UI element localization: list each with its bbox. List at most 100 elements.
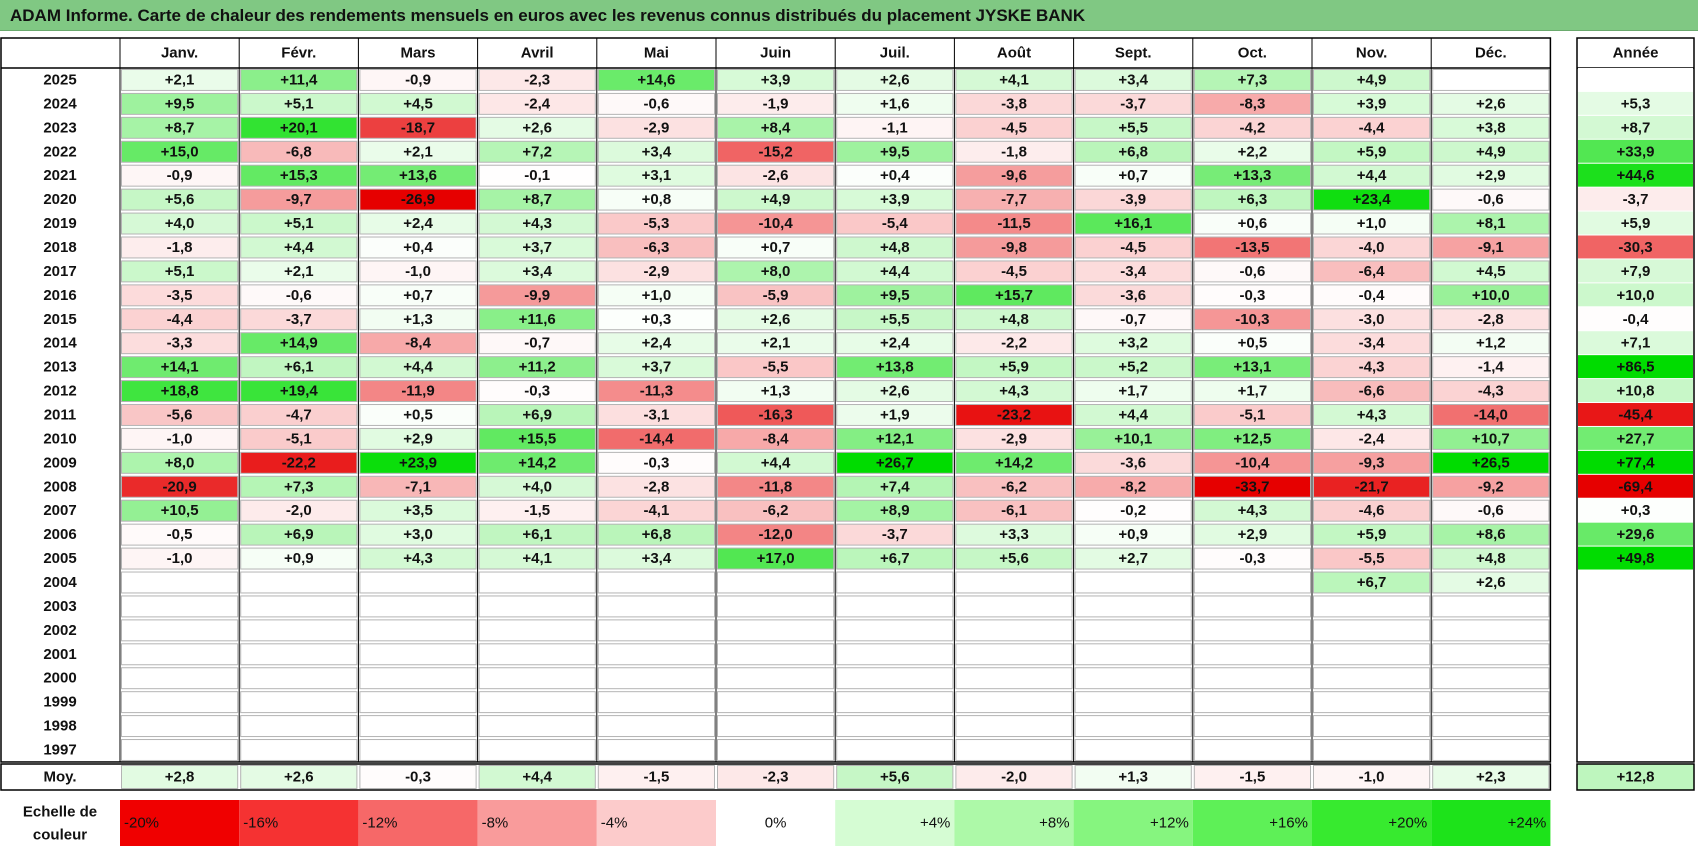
heat-cell <box>836 475 954 498</box>
cell-value: +4,3 <box>1238 502 1268 519</box>
cell-value: -3,5 <box>167 287 193 304</box>
average-value: -1,5 <box>643 769 669 786</box>
cell-value: -21,7 <box>1354 478 1388 495</box>
heat-cell <box>597 667 715 690</box>
heat-cell <box>955 236 1073 259</box>
cell-value: -3,8 <box>1001 95 1027 112</box>
cell-value: -1,8 <box>1001 143 1027 160</box>
heat-cell <box>836 427 954 450</box>
heat-cell <box>359 451 477 474</box>
annual-cell <box>1578 594 1693 618</box>
annual-cell <box>1578 211 1693 235</box>
cell-value: -22,2 <box>282 454 316 471</box>
cell-value: +15,0 <box>161 143 199 160</box>
cell-value: +4,1 <box>522 550 552 567</box>
scale-stop-label: +16% <box>1269 815 1308 832</box>
heat-cell <box>240 427 358 450</box>
cell-value: +1,9 <box>880 406 910 423</box>
cell-value: -4,1 <box>643 502 669 519</box>
average-frame <box>0 763 1552 791</box>
heat-cell <box>1432 427 1550 450</box>
heat-cell <box>359 212 477 235</box>
heat-cell <box>717 739 835 761</box>
heat-cell <box>717 691 835 714</box>
heat-cell <box>240 715 358 738</box>
heat-cell <box>240 619 358 642</box>
heat-cell <box>1193 140 1312 163</box>
heat-cell <box>1313 523 1431 546</box>
heat-cell <box>359 164 477 187</box>
cell-value: -14,4 <box>639 430 674 447</box>
cell-value: +0,6 <box>1238 215 1268 232</box>
heat-cell <box>717 499 835 522</box>
cell-value: +4,9 <box>1357 71 1387 88</box>
heat-cell <box>717 116 835 139</box>
annual-value: -30,3 <box>1618 239 1652 256</box>
year-label: 2006 <box>43 526 76 543</box>
cell-value: +4,4 <box>403 359 433 376</box>
heat-cell <box>717 260 835 283</box>
cell-value: -1,5 <box>524 502 550 519</box>
heat-cell <box>1432 499 1550 522</box>
annual-cell <box>1578 331 1693 355</box>
cell-value: +2,6 <box>880 71 910 88</box>
cell-value: +14,1 <box>161 359 199 376</box>
heat-cell <box>240 451 358 474</box>
cell-value: -11,8 <box>759 478 792 495</box>
heat-cell <box>836 595 954 618</box>
year-label: 2005 <box>43 550 76 567</box>
heat-cell <box>597 595 715 618</box>
scale-swatch <box>835 800 955 846</box>
heat-cell <box>478 260 596 283</box>
cell-value: +18,8 <box>161 383 199 400</box>
heat-cell <box>717 212 835 235</box>
heat-cell <box>1313 332 1431 355</box>
heat-cell <box>597 619 715 642</box>
heat-cell <box>955 571 1073 594</box>
annual-value: -45,4 <box>1618 406 1653 423</box>
average-cell <box>359 765 477 789</box>
heat-cell <box>1074 140 1192 163</box>
heat-cell <box>478 595 596 618</box>
month-header: Janv. <box>161 45 198 62</box>
annual-cell <box>1578 666 1693 690</box>
scale-swatch <box>358 800 478 846</box>
year-label: 2008 <box>43 478 76 495</box>
heat-cell <box>955 92 1073 115</box>
year-label: 1997 <box>43 742 76 759</box>
scale-swatch <box>477 800 597 846</box>
cell-value: +1,2 <box>1476 335 1506 352</box>
cell-value: +20,1 <box>280 119 318 136</box>
year-label: 2011 <box>44 406 77 423</box>
heat-cell <box>1313 427 1431 450</box>
heat-cell <box>1074 643 1192 666</box>
heat-cell <box>1193 92 1312 115</box>
cell-value: +5,2 <box>1118 359 1148 376</box>
heat-cell <box>955 643 1073 666</box>
cell-value: -10,4 <box>758 215 793 232</box>
cell-value: -0,7 <box>1120 311 1146 328</box>
average-value: -0,3 <box>405 769 431 786</box>
annual-value: +27,7 <box>1617 430 1655 447</box>
heat-cell <box>1313 571 1431 594</box>
heat-cell <box>478 332 596 355</box>
cell-value: +8,9 <box>880 502 910 519</box>
heat-cell <box>121 547 239 570</box>
cell-value: -4,5 <box>1001 263 1027 280</box>
heat-cell <box>836 571 954 594</box>
cell-value: -2,9 <box>1001 430 1027 447</box>
annual-cell <box>1578 498 1693 522</box>
cell-value: -0,6 <box>1478 502 1504 519</box>
cell-value: +2,6 <box>1476 574 1506 591</box>
heat-cell <box>1432 356 1550 379</box>
heat-cell <box>597 284 715 307</box>
month-header: Févr. <box>281 45 316 62</box>
scale-stop-label: +8% <box>1039 815 1069 832</box>
heat-cell <box>955 691 1073 714</box>
cell-value: +0,7 <box>761 239 791 256</box>
heat-cell <box>597 140 715 163</box>
scale-label: Echelle de <box>23 804 97 821</box>
average-value: +2,6 <box>284 769 314 786</box>
cell-value: -9,8 <box>1001 239 1027 256</box>
cell-value: +0,4 <box>403 239 433 256</box>
